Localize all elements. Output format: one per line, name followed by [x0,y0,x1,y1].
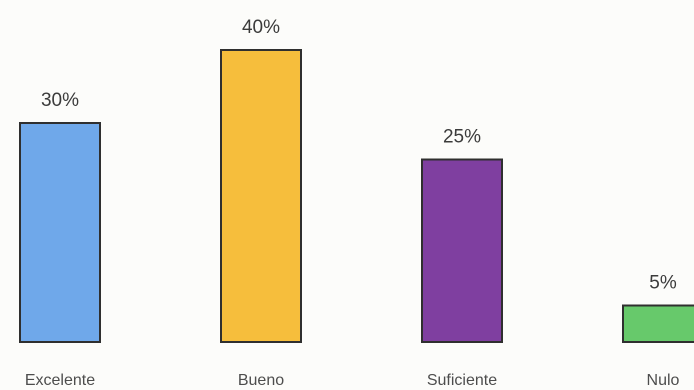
data-labels-group: 30% 40% 25% 5% [41,17,677,294]
bar-suficiente [421,158,503,343]
bar-excelente [19,122,101,343]
category-label-bueno: Bueno [238,372,284,389]
category-labels-group: Excelente Bueno Suficiente Nulo [25,372,680,389]
bar-bueno [220,49,302,343]
data-label-excelente: 30% [41,90,79,111]
bar-nulo [622,304,694,343]
category-label-suficiente: Suficiente [427,372,497,389]
category-label-nulo: Nulo [647,372,680,389]
category-label-excelente: Excelente [25,372,95,389]
data-label-suficiente: 25% [443,127,481,148]
data-label-nulo: 5% [649,273,677,294]
data-label-bueno: 40% [242,17,280,38]
bars-group [19,49,694,343]
